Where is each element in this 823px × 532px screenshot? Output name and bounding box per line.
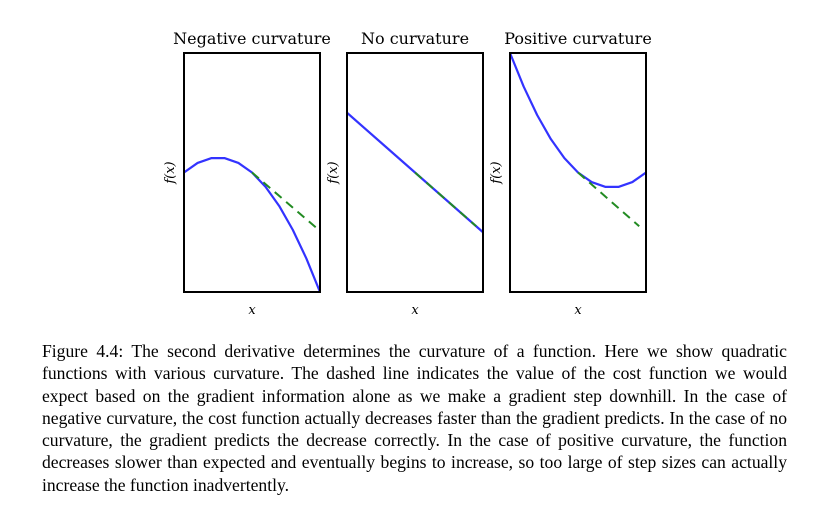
no-curvature-title: No curvature — [361, 29, 469, 48]
positive-curvature-function-curve — [510, 53, 646, 188]
no-curvature-y-axis-label: f(x) — [326, 161, 341, 184]
no-curvature-gradient-dashed-line — [414, 171, 477, 228]
positive-curvature-x-axis-label: x — [574, 303, 582, 318]
negative-curvature-x-axis-label: x — [248, 303, 256, 318]
no-curvature-x-axis-label: x — [411, 303, 419, 318]
positive-curvature-gradient-dashed-line — [577, 171, 640, 228]
negative-curvature-function-curve — [184, 157, 320, 292]
negative-curvature-y-axis-label: f(x) — [163, 161, 178, 184]
positive-curvature-y-axis-label: f(x) — [489, 161, 504, 184]
positive-curvature-title: Positive curvature — [504, 29, 652, 48]
no-curvature-panel: No curvature x f(x) — [326, 29, 484, 318]
curvature-figure: Negative curvature x f(x) No curvature x f(x)… — [163, 29, 652, 318]
figure-caption: Figure 4.4: The second derivative determ… — [42, 341, 787, 495]
negative-curvature-gradient-dashed-line — [251, 171, 317, 229]
negative-curvature-panel: Negative curvature x f(x) — [163, 29, 331, 318]
negative-curvature-title: Negative curvature — [173, 29, 331, 48]
positive-curvature-panel: Positive curvature x f(x) — [489, 29, 652, 318]
no-curvature-frame — [346, 52, 484, 293]
positive-curvature-frame — [509, 52, 647, 293]
negative-curvature-frame — [183, 52, 321, 293]
curvature-plots: Negative curvature x f(x) No curvature x f(x)… — [163, 29, 652, 318]
